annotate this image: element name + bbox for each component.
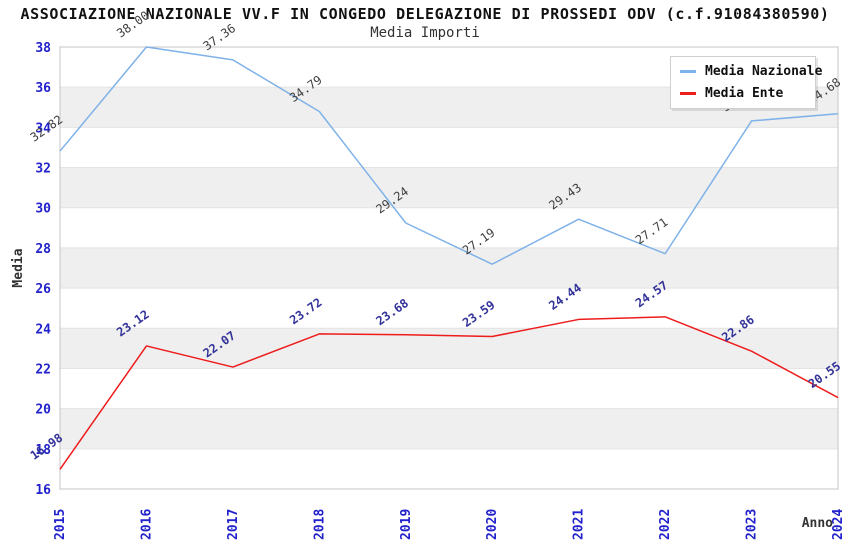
x-tick-label: 2022: [658, 509, 673, 540]
legend-box: Media Nazionale Media Ente: [670, 56, 822, 109]
grid-band: [60, 288, 838, 329]
x-tick-label: 2023: [745, 509, 760, 540]
legend-label-media-nazionale: Media Nazionale: [705, 64, 823, 79]
y-tick-label: 32: [35, 162, 51, 177]
x-tick-label: 2024: [831, 509, 846, 540]
x-tick-label: 2021: [572, 509, 587, 540]
plot-border: [59, 46, 839, 490]
y-tick-label: 16: [35, 483, 51, 498]
grid-band: [60, 408, 838, 449]
chart-title: ASSOCIAZIONE NAZIONALE VV.F IN CONGEDO D…: [20, 5, 830, 23]
media-nazionale-line-swatch: [680, 70, 696, 73]
grid-band: [60, 207, 838, 248]
x-tick-label: 2016: [139, 509, 154, 540]
y-tick-label: 20: [35, 403, 51, 418]
y-tick-label: 28: [35, 242, 51, 257]
x-tick-label: 2015: [53, 509, 68, 540]
series-line-media-nazionale: [59, 46, 839, 265]
x-tick-label: 2017: [226, 509, 241, 540]
point-label: 38.00: [114, 8, 152, 40]
legend-label-media-ente: Media Ente: [705, 86, 784, 101]
media-ente-line-swatch: [680, 92, 696, 95]
grid-band: [60, 247, 838, 289]
grid-band: [60, 167, 838, 208]
grid-band: [60, 448, 838, 489]
grid-band: [60, 368, 838, 409]
legend-item-media-ente: Media Ente: [680, 86, 806, 101]
y-tick-label: 24: [35, 322, 51, 337]
series-line-media-ente: [59, 316, 839, 470]
y-tick-label: 34: [35, 121, 51, 136]
chart-subtitle: Media Importi: [370, 25, 480, 41]
y-tick-label: 30: [35, 202, 51, 217]
y-tick-label: 26: [35, 282, 51, 297]
y-tick-label: 38: [35, 41, 51, 56]
x-axis-title: Anno: [802, 516, 833, 531]
grid-band: [60, 127, 838, 168]
y-tick-label: 22: [35, 362, 51, 377]
x-tick-label: 2020: [485, 509, 500, 540]
x-tick-label: 2018: [312, 509, 327, 540]
x-tick-label: 2019: [399, 509, 414, 540]
legend-item-media-nazionale: Media Nazionale: [680, 64, 822, 79]
y-tick-label: 36: [35, 81, 51, 96]
y-axis-title: Media: [11, 248, 26, 287]
y-tick-label: 18: [35, 443, 51, 458]
